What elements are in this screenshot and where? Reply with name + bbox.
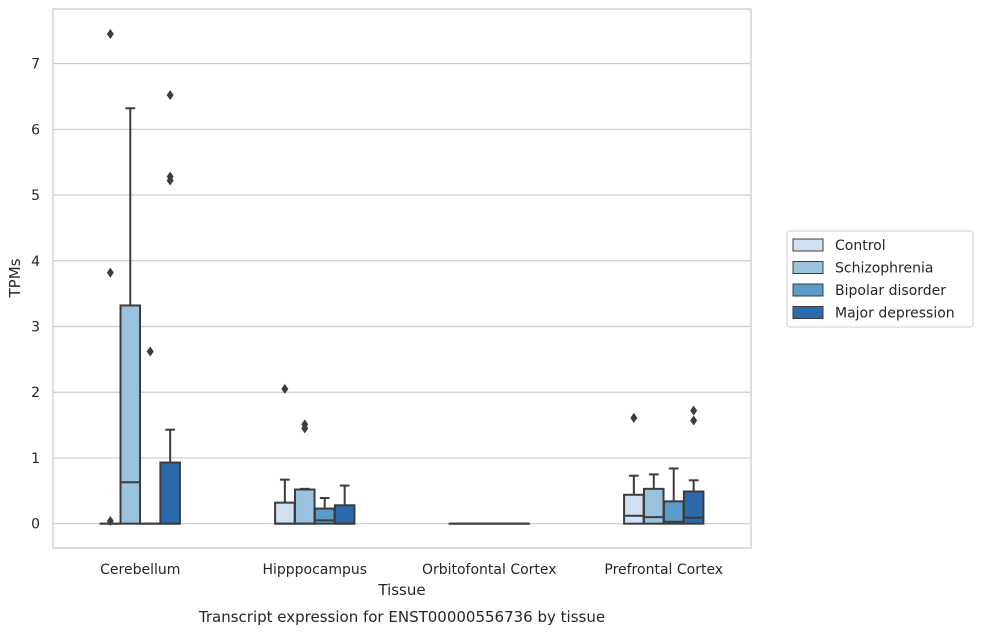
outlier-point [167, 90, 174, 100]
x-tick-label: Prefrontal Cortex [604, 562, 723, 578]
outlier-point [630, 413, 637, 423]
box-body [275, 503, 295, 524]
x-axis-ticks: Cerebellum Hipppocampus Orbitofontal Corte… [100, 562, 723, 578]
plot-frame [53, 9, 751, 548]
y-tick-label: 3 [31, 319, 40, 335]
box-body [335, 505, 355, 523]
box-body [121, 305, 141, 523]
box-bipolar-disorder [664, 468, 684, 523]
box-body [624, 495, 644, 524]
box-schizophrenia [121, 108, 141, 523]
box-schizophrenia [644, 474, 664, 523]
box-bipolar-disorder [140, 346, 160, 523]
gridlines [53, 64, 751, 524]
chart-caption: Transcript expression for ENST0000055673… [198, 608, 605, 626]
legend-label: Bipolar disorder [835, 283, 946, 299]
y-tick-label: 6 [31, 122, 40, 138]
box-schizophrenia [295, 419, 315, 523]
y-tick-label: 5 [31, 188, 40, 204]
legend: Control Schizophrenia Bipolar disorder Majo… [787, 231, 973, 327]
outlier-point [147, 346, 154, 356]
box-bipolar-disorder [315, 498, 335, 524]
outlier-point [107, 29, 114, 39]
y-axis-ticks: 0 1 2 3 4 5 6 7 [31, 57, 40, 533]
x-tick-label: Hipppocampus [262, 562, 367, 578]
box-body [160, 463, 180, 524]
x-tick-label: Cerebellum [100, 562, 180, 578]
box-major-depression [335, 486, 355, 524]
y-axis-label: TPMs [6, 258, 24, 298]
y-tick-label: 7 [31, 57, 40, 73]
outlier-point [690, 415, 697, 425]
box-body [295, 489, 315, 523]
y-tick-label: 0 [31, 517, 40, 533]
outlier-point [690, 406, 697, 416]
box-series [101, 29, 704, 526]
box-body [315, 509, 335, 524]
legend-label: Major depression [835, 306, 955, 322]
legend-label: Control [835, 238, 886, 254]
legend-swatch [793, 284, 823, 296]
x-axis-label: Tissue [377, 581, 425, 599]
y-tick-label: 1 [31, 451, 40, 467]
y-tick-label: 2 [31, 385, 40, 401]
box-body [684, 491, 704, 523]
box-body [664, 501, 684, 523]
box-body [644, 489, 664, 524]
legend-swatch [793, 307, 823, 319]
box-control [624, 413, 644, 524]
box-major-depression [160, 90, 180, 524]
legend-swatch [793, 239, 823, 251]
outlier-point [107, 268, 114, 278]
legend-swatch [793, 262, 823, 274]
x-tick-label: Orbitofontal Cortex [422, 562, 557, 578]
box-major-depression [684, 406, 704, 524]
y-tick-label: 4 [31, 254, 40, 270]
box-control [275, 384, 295, 524]
legend-label: Schizophrenia [835, 261, 933, 277]
box-control [101, 29, 121, 526]
